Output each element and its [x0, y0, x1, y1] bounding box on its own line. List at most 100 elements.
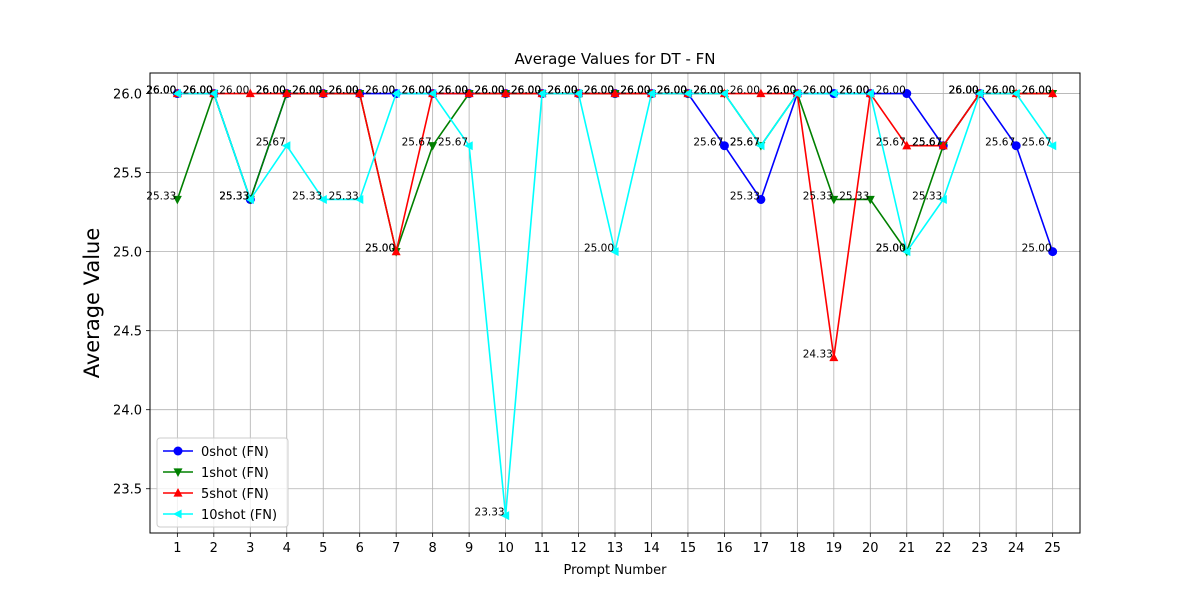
data-label: 26.00: [183, 85, 213, 97]
data-point: [1011, 141, 1021, 151]
legend-item: 0shot (FN): [163, 445, 269, 460]
y-tick-label: 25.0: [113, 246, 142, 261]
data-point: [573, 89, 583, 99]
data-point: [464, 141, 473, 151]
y-tick-label: 25.5: [113, 167, 142, 182]
legend-label: 5shot (FN): [201, 487, 269, 502]
data-label: 26.00: [365, 85, 395, 97]
legend-marker: [173, 446, 183, 456]
data-label: 26.00: [730, 85, 760, 97]
data-label: 26.00: [438, 85, 468, 97]
data-point: [610, 247, 619, 257]
data-point: [501, 88, 511, 98]
data-point: [902, 89, 912, 99]
data-point: [865, 195, 875, 205]
data-label: 25.67: [912, 137, 942, 149]
y-axis-label: Average Value: [80, 228, 104, 379]
data-label: 26.00: [219, 85, 249, 97]
data-label: 26.00: [547, 85, 577, 97]
data-point: [1011, 89, 1020, 99]
data-label: 26.00: [657, 85, 687, 97]
x-tick-label: 14: [643, 541, 660, 556]
data-label: 26.00: [803, 85, 833, 97]
data-label: 25.33: [146, 190, 176, 202]
data-point: [719, 141, 729, 151]
data-label: 26.00: [620, 85, 650, 97]
data-point: [755, 141, 765, 151]
x-tick-label: 23: [971, 541, 988, 556]
data-point: [829, 195, 839, 205]
legend-frame: [156, 437, 289, 528]
data-label: 26.00: [329, 85, 359, 97]
data-label: 25.33: [219, 190, 249, 202]
data-point: [902, 140, 912, 150]
x-tick-label: 18: [789, 541, 806, 556]
data-label: 25.67: [1022, 137, 1052, 149]
data-label: 25.67: [256, 137, 286, 149]
data-label: 26.00: [766, 85, 796, 97]
data-point: [318, 88, 328, 98]
data-label: 26.00: [475, 85, 505, 97]
data-point: [756, 194, 766, 204]
y-tick-label: 23.5: [113, 483, 142, 498]
data-label: 26.00: [402, 85, 432, 97]
data-label: 25.67: [985, 137, 1015, 149]
data-label: 26.00: [985, 85, 1015, 97]
data-point: [245, 88, 255, 98]
data-point: [318, 194, 327, 204]
data-point: [354, 194, 364, 204]
x-tick-label: 3: [246, 541, 254, 556]
data-label: 25.67: [438, 137, 468, 149]
data-label: 26.00: [402, 85, 432, 97]
data-label: 26.00: [876, 85, 906, 97]
data-label: 26.00: [657, 85, 687, 97]
series-lines: [172, 88, 1058, 521]
data-label: 26.00: [475, 85, 505, 97]
data-point: [172, 89, 181, 99]
data-label: 26.00: [584, 85, 614, 97]
data-label: 25.33: [839, 190, 869, 202]
data-label: 26.00: [693, 85, 723, 97]
data-label: 26.00: [766, 85, 796, 97]
data-label: 26.00: [766, 85, 796, 97]
data-point: [428, 142, 438, 151]
series-3: [172, 89, 1057, 521]
data-label: 26.00: [584, 85, 614, 97]
data-label: 26.00: [839, 85, 869, 97]
data-label: 26.00: [183, 85, 213, 97]
data-label: 25.67: [912, 137, 942, 149]
data-label: 25.33: [912, 190, 942, 202]
data-point: [719, 89, 729, 99]
data-point: [646, 89, 656, 99]
x-tick-label: 12: [570, 541, 587, 556]
data-label: 26.00: [547, 85, 577, 97]
data-label: 26.00: [292, 85, 322, 97]
data-label: 26.00: [803, 85, 833, 97]
data-label: 26.00: [985, 85, 1015, 97]
data-label: 26.00: [657, 85, 687, 97]
data-label: 26.00: [256, 85, 286, 97]
data-label: 26.00: [329, 85, 359, 97]
data-label: 26.00: [949, 85, 979, 97]
axes: 1 2 3 4 5 6 7 8 9 10 11 12 13 14 15 16 17 18 19 20 21 22 23 24 2…: [113, 88, 1061, 556]
data-label: 26.00: [839, 85, 869, 97]
data-label: 26.00: [146, 85, 176, 97]
data-label: 25.67: [730, 137, 760, 149]
legend-marker: [173, 488, 183, 497]
data-label: 26.00: [256, 85, 286, 97]
data-label: 26.00: [766, 85, 796, 97]
x-tick-label: 25: [1044, 541, 1061, 556]
data-label: 25.67: [730, 137, 760, 149]
data-point: [500, 511, 510, 521]
data-label: 25.00: [1022, 243, 1052, 255]
data-label: 26.00: [146, 85, 176, 97]
data-label: 25.00: [365, 243, 395, 255]
data-label: 25.33: [730, 190, 760, 202]
data-label: 26.00: [511, 85, 541, 97]
data-label: 25.67: [402, 137, 432, 149]
data-label: 25.33: [219, 190, 249, 202]
data-point: [610, 88, 620, 98]
data-label: 26.00: [475, 85, 505, 97]
data-label: 26.00: [1022, 85, 1052, 97]
data-label: 26.00: [438, 85, 468, 97]
